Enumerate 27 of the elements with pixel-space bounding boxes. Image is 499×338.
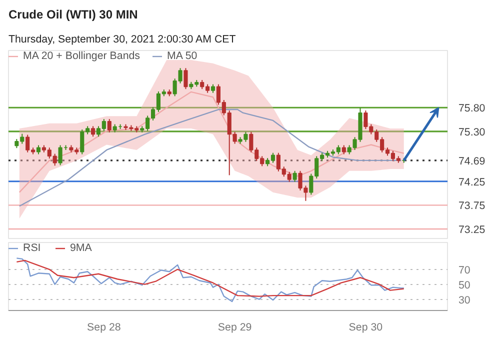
x-tick-label: Sep 30 <box>348 322 383 334</box>
chart-title: Crude Oil (WTI) 30 MIN <box>8 8 138 22</box>
candlestick <box>292 170 297 182</box>
candlestick <box>342 144 346 155</box>
y-tick-label: 30 <box>458 294 470 306</box>
legend-label: 9MA <box>70 242 92 254</box>
y-tick-label: 50 <box>458 279 470 292</box>
x-tick-label: Sep 29 <box>218 322 252 334</box>
y-tick-label: 74.69 <box>458 155 486 168</box>
candlestick <box>36 144 41 155</box>
line-series <box>18 91 404 193</box>
line-series <box>16 260 404 297</box>
legend-label: RSI <box>23 242 42 254</box>
y-tick-label: 73.75 <box>458 200 486 212</box>
candlestick <box>90 126 96 138</box>
chart-subtitle: Thursday, September 30, 2021 2:00:30 AM CET <box>8 34 236 46</box>
y-tick-label: 73.25 <box>458 224 486 236</box>
line-series <box>16 258 404 302</box>
x-tick-label: Sep 28 <box>87 322 121 334</box>
candlestick <box>184 68 188 90</box>
candlestick <box>107 118 112 133</box>
legend-label: MA 50 <box>167 50 198 62</box>
y-tick-label: 70 <box>458 264 470 276</box>
legend-label: MA 20 + Bollinger Bands <box>23 50 140 62</box>
y-tick-label: 75.80 <box>458 102 486 115</box>
y-tick-label: 75.30 <box>458 126 486 138</box>
y-tick-label: 74.25 <box>458 176 486 188</box>
